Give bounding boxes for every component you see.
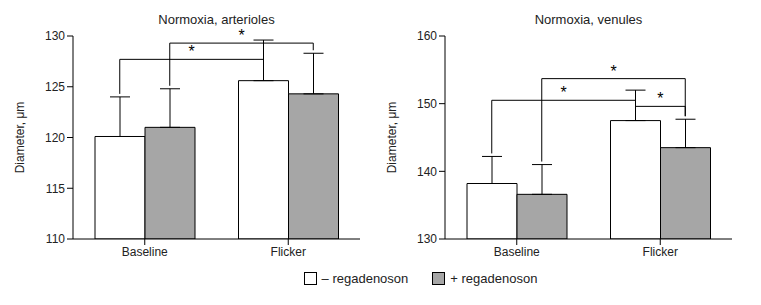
svg-text:110: 110 bbox=[46, 232, 65, 246]
svg-text:*: * bbox=[560, 84, 566, 101]
svg-text:Flicker: Flicker bbox=[271, 245, 306, 259]
html-text:+ regadenoson: + regadenoson bbox=[450, 271, 538, 286]
svg-text:130: 130 bbox=[417, 232, 437, 246]
svg-text:125: 125 bbox=[45, 80, 65, 94]
svg-text:150: 150 bbox=[417, 97, 437, 111]
svg-text:Flicker: Flicker bbox=[643, 245, 678, 259]
svg-text:Baseline: Baseline bbox=[494, 245, 540, 259]
svg-text:Baseline: Baseline bbox=[122, 245, 168, 259]
svg-text:Diameter, μm: Diameter, μm bbox=[13, 102, 27, 174]
html-text:Normoxia, venules: Normoxia, venules bbox=[534, 12, 643, 27]
svg-text:130: 130 bbox=[45, 29, 65, 43]
svg-text:*: * bbox=[610, 63, 616, 80]
svg-text:*: * bbox=[238, 27, 244, 44]
html-text:– regadenoson: – regadenoson bbox=[321, 271, 409, 286]
svg-text:120: 120 bbox=[45, 131, 65, 145]
svg-text:Diameter, μm: Diameter, μm bbox=[385, 102, 399, 174]
svg-text:*: * bbox=[188, 43, 194, 60]
svg-text:*: * bbox=[657, 90, 663, 107]
svg-text:140: 140 bbox=[417, 165, 437, 179]
svg-text:160: 160 bbox=[417, 29, 437, 43]
html-text:Normoxia, arterioles: Normoxia, arterioles bbox=[158, 12, 275, 27]
svg-text:115: 115 bbox=[46, 182, 65, 196]
